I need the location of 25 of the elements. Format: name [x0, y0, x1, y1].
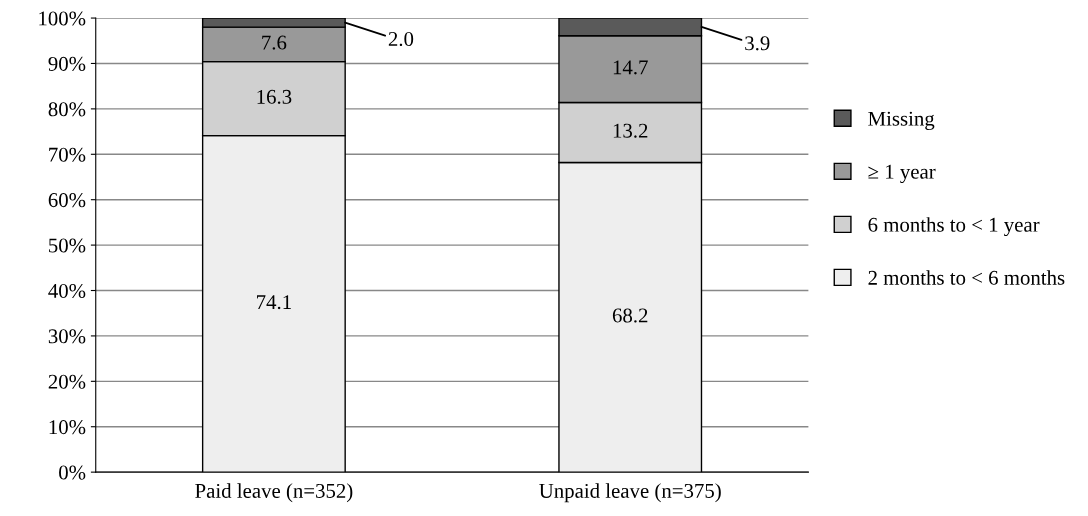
legend-label: 6 months to < 1 year — [868, 217, 1040, 237]
y-tick-label: 0% — [59, 465, 86, 480]
legend-label: 2 months to < 6 months — [868, 270, 1065, 285]
y-tick-label: 20% — [48, 374, 86, 389]
y-tick-label: 60% — [48, 193, 86, 208]
x-tick-label: Unpaid leave (n=375) — [539, 483, 721, 503]
data-label: 2.0 — [388, 31, 414, 47]
legend-label: Missing — [868, 111, 935, 131]
data-label: 16.3 — [257, 89, 292, 104]
data-label: 13.2 — [613, 123, 648, 138]
data-label: 3.9 — [745, 36, 770, 51]
data-label: 74.1 — [257, 295, 291, 310]
x-tick-label: Paid leave (n=352) — [195, 483, 353, 503]
data-label: 68.2 — [612, 308, 648, 323]
y-tick-label: 40% — [48, 283, 86, 299]
y-tick-label: 70% — [49, 147, 86, 162]
legend-label: ≥ 1 year — [868, 164, 936, 184]
y-tick-label: 80% — [48, 102, 86, 117]
data-label: 14.7 — [613, 60, 648, 75]
y-tick-label: 90% — [48, 56, 86, 71]
y-tick-label: 30% — [48, 329, 86, 344]
y-tick-label: 10% — [49, 420, 86, 435]
y-tick-label: 100% — [39, 11, 86, 26]
data-label: 7.6 — [262, 35, 287, 50]
y-tick-label: 50% — [49, 238, 86, 253]
